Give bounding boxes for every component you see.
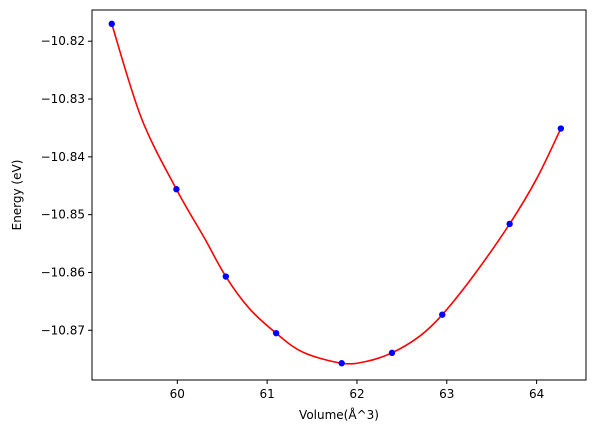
x-tick-label: 61: [260, 387, 275, 401]
y-tick-label: −10.86: [41, 265, 85, 279]
data-point: [272, 329, 280, 337]
y-tick-label: −10.84: [41, 150, 85, 164]
y-tick-label: −10.87: [41, 323, 85, 337]
y-tick-label: −10.82: [41, 34, 85, 48]
data-point: [108, 20, 115, 28]
x-tick-label: 64: [529, 387, 544, 401]
plot-area: [108, 20, 565, 367]
data-point: [173, 186, 180, 193]
data-point: [439, 311, 446, 318]
data-point: [506, 220, 513, 228]
fit-curve: [110, 23, 562, 365]
axes: 60 61 62 63 64 −10.82 −10.83 −10.84 −10.85 −10.86…: [41, 34, 545, 401]
data-point: [222, 273, 230, 280]
x-axis-title: Volume(Å^3): [299, 407, 379, 422]
data-point: [557, 125, 565, 132]
plot-frame: [91, 9, 587, 381]
data-point: [338, 360, 345, 367]
y-tick-label: −10.83: [41, 92, 85, 106]
x-tick-label: 63: [439, 387, 454, 401]
y-tick-label: −10.85: [41, 208, 85, 222]
data-point: [388, 349, 396, 357]
y-axis-title: Energy (eV): [10, 160, 24, 231]
x-tick-label: 62: [349, 387, 364, 401]
x-tick-label: 60: [170, 387, 185, 401]
